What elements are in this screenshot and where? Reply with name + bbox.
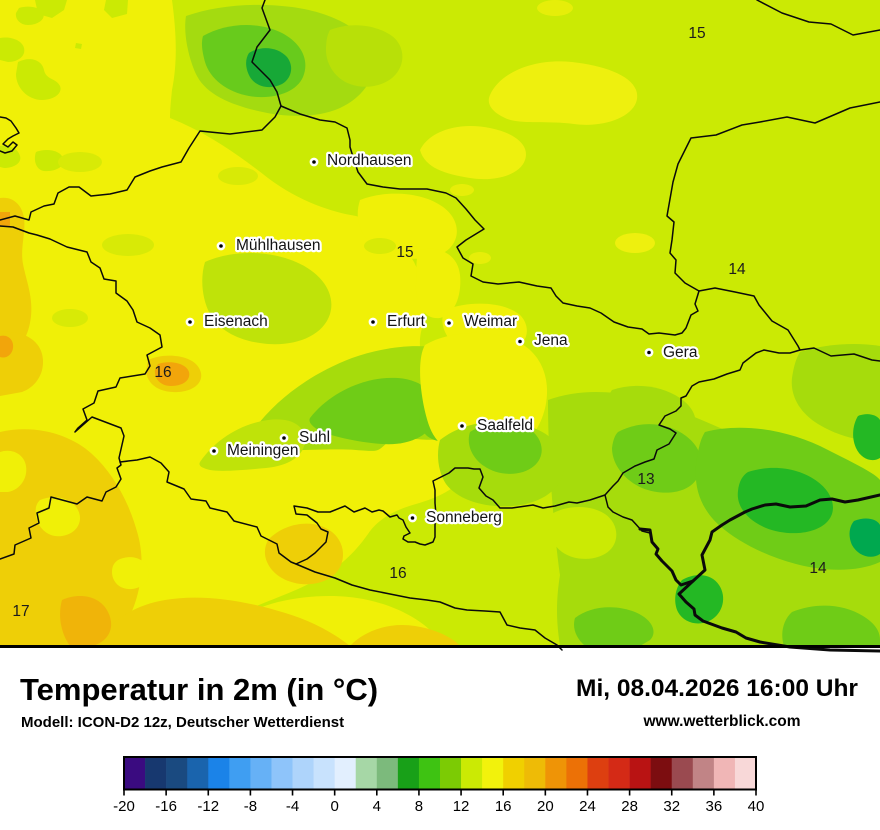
svg-text:0: 0 — [330, 798, 338, 815]
svg-text:24: 24 — [579, 798, 596, 815]
svg-text:Gera: Gera — [663, 344, 698, 361]
svg-text:Nordhausen: Nordhausen — [327, 152, 411, 169]
svg-text:-4: -4 — [286, 798, 299, 815]
svg-text:16: 16 — [154, 364, 171, 381]
svg-text:Mühlhausen: Mühlhausen — [236, 237, 320, 254]
svg-text:17: 17 — [12, 603, 29, 620]
svg-text:14: 14 — [728, 261, 746, 278]
svg-text:28: 28 — [621, 798, 638, 815]
svg-text:Saalfeld: Saalfeld — [477, 417, 533, 434]
svg-text:16: 16 — [495, 798, 512, 815]
svg-text:Temperatur in 2m (in °C): Temperatur in 2m (in °C) — [20, 672, 378, 707]
svg-text:Suhl: Suhl — [299, 429, 330, 446]
svg-text:Erfurt: Erfurt — [387, 313, 426, 330]
svg-text:Weimar: Weimar — [464, 313, 517, 330]
svg-text:-16: -16 — [155, 798, 177, 815]
svg-text:12: 12 — [453, 798, 470, 815]
svg-text:14: 14 — [809, 560, 827, 577]
svg-text:-20: -20 — [113, 798, 135, 815]
svg-text:www.wetterblick.com: www.wetterblick.com — [642, 713, 800, 730]
svg-text:Jena: Jena — [534, 332, 568, 349]
svg-text:36: 36 — [706, 798, 723, 815]
svg-text:4: 4 — [373, 798, 381, 815]
svg-text:16: 16 — [389, 565, 406, 582]
svg-text:40: 40 — [748, 798, 765, 815]
svg-text:-12: -12 — [197, 798, 219, 815]
svg-text:15: 15 — [688, 25, 705, 42]
svg-text:15: 15 — [396, 244, 413, 261]
svg-text:Mi, 08.04.2026 16:00 Uhr: Mi, 08.04.2026 16:00 Uhr — [576, 675, 858, 702]
svg-text:8: 8 — [415, 798, 423, 815]
svg-text:13: 13 — [637, 471, 654, 488]
svg-text:Meiningen: Meiningen — [227, 442, 299, 459]
svg-text:32: 32 — [663, 798, 680, 815]
svg-text:Sonneberg: Sonneberg — [426, 509, 502, 526]
svg-text:20: 20 — [537, 798, 554, 815]
svg-text:Modell: ICON-D2 12z, Deutscher: Modell: ICON-D2 12z, Deutscher Wetterdie… — [21, 714, 344, 731]
svg-text:-8: -8 — [244, 798, 257, 815]
svg-text:Eisenach: Eisenach — [204, 313, 268, 330]
